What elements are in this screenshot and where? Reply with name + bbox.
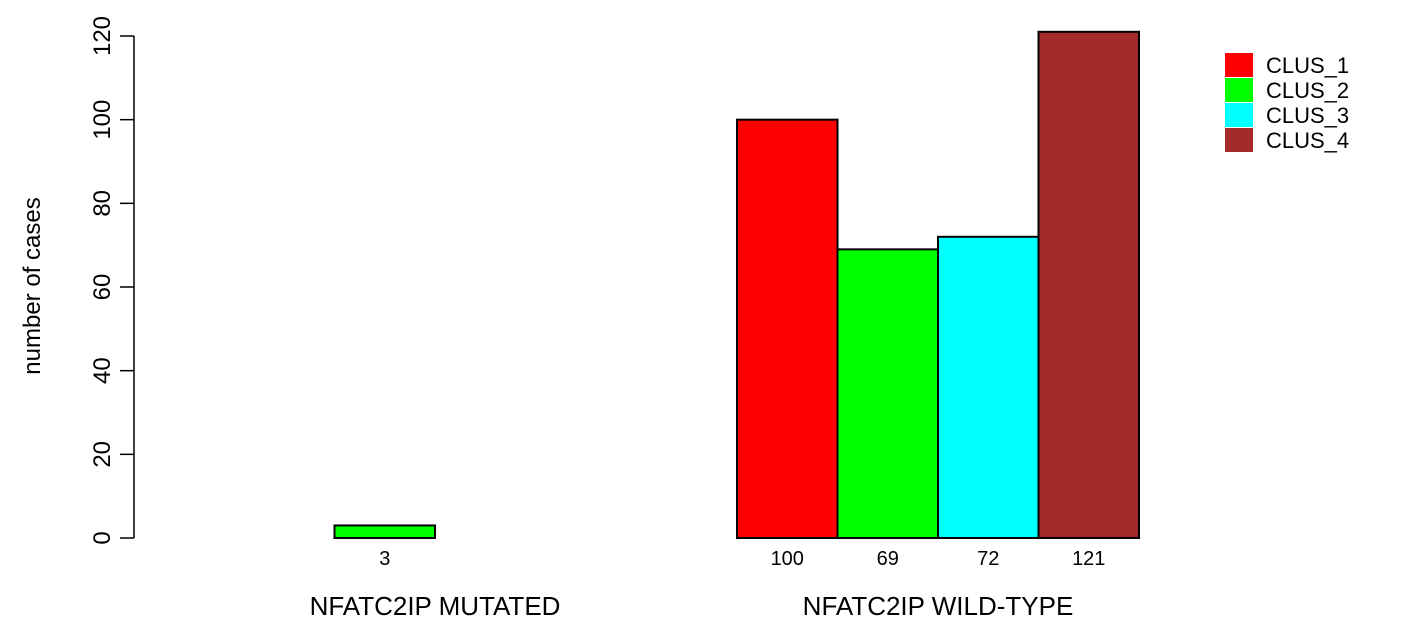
y-tick-label: 100 (89, 100, 116, 140)
bar (736, 118, 839, 540)
group-label: NFATC2IP MUTATED (310, 591, 561, 621)
y-tick-label: 0 (89, 531, 116, 544)
group-labels: NFATC2IP MUTATED NFATC2IP WILD-TYPE (310, 591, 1074, 621)
y-axis-label: number of cases (19, 197, 46, 374)
bar (836, 248, 939, 539)
y-tick-label: 120 (89, 16, 116, 56)
bar-value-label: 121 (1072, 548, 1105, 570)
bars (333, 30, 1140, 540)
y-tick-label: 60 (89, 274, 116, 301)
bar (937, 235, 1040, 540)
legend-swatch (1225, 53, 1253, 77)
legend-label: CLUS_4 (1266, 128, 1349, 153)
value-labels: 3 100 69 72 121 (379, 548, 1105, 570)
bar-value-label: 69 (877, 548, 899, 570)
y-axis: 0 20 40 60 80 100 120 (89, 16, 135, 545)
legend-swatch (1225, 128, 1253, 152)
legend-swatch (1225, 103, 1253, 127)
y-tick-label: 40 (89, 357, 116, 384)
y-tick-label: 80 (89, 190, 116, 217)
bar-value-label: 3 (379, 548, 390, 570)
group-label: NFATC2IP WILD-TYPE (803, 591, 1074, 621)
legend-label: CLUS_2 (1266, 78, 1349, 103)
bar-value-label: 100 (771, 548, 804, 570)
bar-value-label: 72 (977, 548, 999, 570)
legend-label: CLUS_1 (1266, 53, 1349, 78)
y-tick-label: 20 (89, 441, 116, 468)
legend-label: CLUS_3 (1266, 103, 1349, 128)
bar (333, 524, 436, 540)
legend-swatch (1225, 78, 1253, 102)
bar (1037, 30, 1140, 539)
